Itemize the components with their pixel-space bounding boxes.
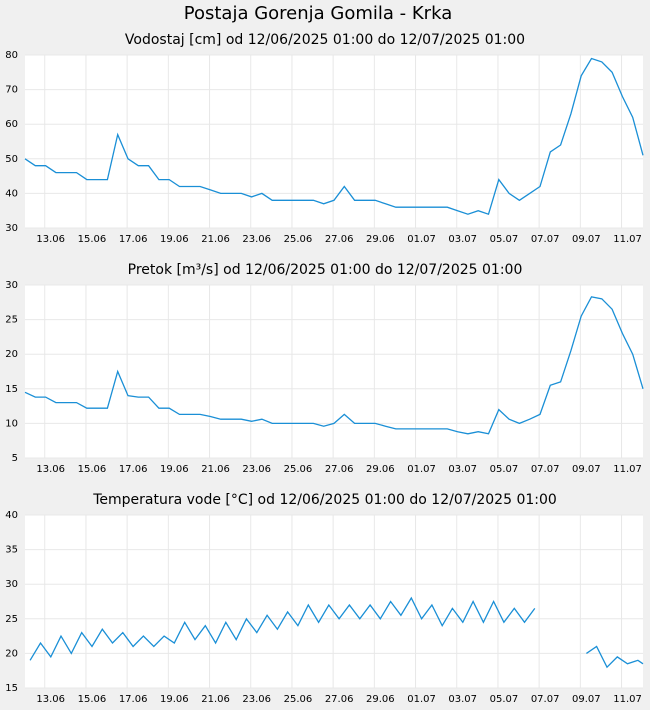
x-tick-label: 17.06: [119, 694, 148, 705]
y-tick-label: 80: [5, 50, 18, 61]
chart-title: Temperatura vode [°C] od 12/06/2025 01:0…: [92, 492, 557, 508]
data-line: [24, 296, 644, 435]
x-tick-label: 27.06: [325, 464, 354, 475]
x-tick-label: 19.06: [160, 464, 189, 475]
y-tick-label: 25: [5, 315, 18, 326]
x-tick-label: 15.06: [78, 234, 107, 245]
x-tick-label: 17.06: [119, 234, 148, 245]
x-tick-label: 01.07: [407, 694, 436, 705]
y-tick-label: 10: [5, 418, 18, 429]
x-tick-label: 27.06: [325, 234, 354, 245]
x-tick-label: 05.07: [490, 464, 519, 475]
x-tick-label: 13.06: [36, 694, 65, 705]
x-tick-label: 11.07: [613, 464, 642, 475]
x-tick-label: 15.06: [78, 694, 107, 705]
x-tick-label: 25.06: [284, 234, 313, 245]
x-tick-label: 29.06: [366, 464, 395, 475]
x-tick-label: 19.06: [160, 234, 189, 245]
y-tick-label: 35: [5, 545, 18, 556]
y-tick-label: 40: [5, 510, 18, 521]
x-tick-label: 03.07: [448, 464, 477, 475]
data-line: [24, 57, 644, 216]
x-tick-label: 23.06: [242, 694, 271, 705]
y-tick-label: 30: [5, 280, 18, 291]
x-tick-label: 23.06: [242, 464, 271, 475]
data-line: [586, 645, 644, 669]
x-tick-label: 07.07: [531, 464, 560, 475]
y-tick-label: 5: [12, 453, 18, 464]
plot-area: [25, 55, 643, 228]
x-tick-label: 05.07: [490, 234, 519, 245]
x-tick-label: 15.06: [78, 464, 107, 475]
chart-title: Pretok [m³/s] od 12/06/2025 01:00 do 12/…: [128, 262, 523, 278]
y-tick-label: 30: [5, 223, 18, 234]
x-tick-label: 29.06: [366, 694, 395, 705]
chart-title: Vodostaj [cm] od 12/06/2025 01:00 do 12/…: [125, 32, 525, 48]
y-tick-label: 20: [5, 349, 18, 360]
x-tick-label: 27.06: [325, 694, 354, 705]
x-tick-label: 09.07: [572, 694, 601, 705]
x-tick-label: 23.06: [242, 234, 271, 245]
x-tick-label: 21.06: [201, 694, 230, 705]
y-tick-label: 25: [5, 614, 18, 625]
x-tick-label: 05.07: [490, 694, 519, 705]
x-tick-label: 17.06: [119, 464, 148, 475]
x-tick-label: 13.06: [36, 234, 65, 245]
x-tick-label: 07.07: [531, 234, 560, 245]
x-tick-label: 09.07: [572, 234, 601, 245]
y-tick-label: 40: [5, 188, 18, 199]
x-tick-label: 21.06: [201, 464, 230, 475]
x-tick-label: 25.06: [284, 464, 313, 475]
x-tick-label: 07.07: [531, 694, 560, 705]
y-tick-label: 20: [5, 648, 18, 659]
y-tick-label: 70: [5, 85, 18, 96]
x-tick-label: 25.06: [284, 694, 313, 705]
x-tick-label: 03.07: [448, 694, 477, 705]
y-tick-label: 30: [5, 579, 18, 590]
x-tick-label: 01.07: [407, 464, 436, 475]
x-tick-label: 01.07: [407, 234, 436, 245]
x-tick-label: 29.06: [366, 234, 395, 245]
y-tick-label: 15: [5, 683, 18, 694]
y-tick-label: 15: [5, 384, 18, 395]
x-tick-label: 11.07: [613, 694, 642, 705]
plot-area: [25, 285, 643, 458]
page-title: Postaja Gorenja Gomila - Krka: [184, 3, 452, 24]
x-tick-label: 13.06: [36, 464, 65, 475]
x-tick-label: 19.06: [160, 694, 189, 705]
plot-area: [25, 515, 643, 688]
x-tick-label: 03.07: [448, 234, 477, 245]
data-line: [29, 596, 536, 661]
y-tick-label: 60: [5, 119, 18, 130]
x-tick-label: 09.07: [572, 464, 601, 475]
x-tick-label: 11.07: [613, 234, 642, 245]
x-tick-label: 21.06: [201, 234, 230, 245]
y-tick-label: 50: [5, 154, 18, 165]
